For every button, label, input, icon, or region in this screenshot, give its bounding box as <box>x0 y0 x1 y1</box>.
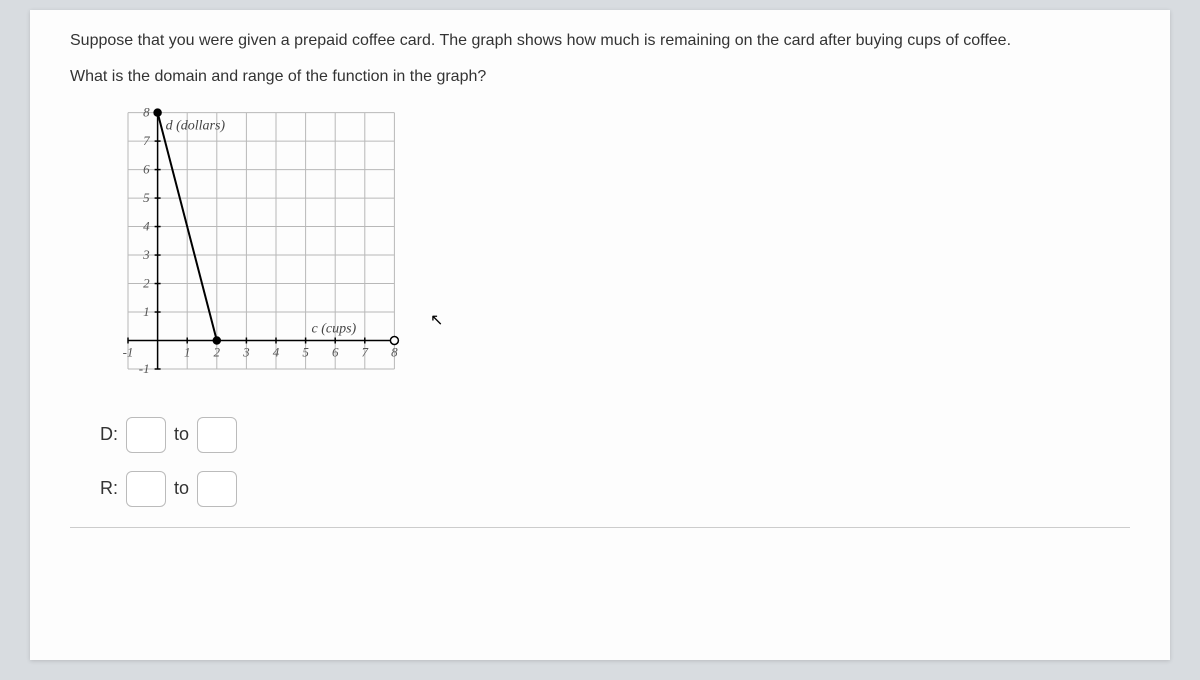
chart-container: -112345678-112345678c (cups)d (dollars) … <box>100 107 1130 397</box>
svg-text:5: 5 <box>302 344 309 359</box>
svg-text:8: 8 <box>391 344 398 359</box>
svg-text:2: 2 <box>143 275 150 290</box>
svg-text:1: 1 <box>184 344 191 359</box>
svg-text:2: 2 <box>214 344 221 359</box>
to-label-2: to <box>174 478 189 499</box>
domain-label: D: <box>100 424 126 445</box>
to-label: to <box>174 424 189 445</box>
svg-text:c (cups): c (cups) <box>312 321 357 336</box>
range-label: R: <box>100 478 126 499</box>
svg-text:7: 7 <box>143 133 150 148</box>
svg-text:6: 6 <box>143 161 150 176</box>
svg-text:4: 4 <box>273 344 280 359</box>
domain-range-chart: -1 1 2 3 4 5 6 7 8 -1 1 2 3 4 5 6 7 8 c (cups) d (dollars) <box>100 107 400 397</box>
question-intro: Suppose that you were given a prepaid co… <box>70 30 1130 52</box>
svg-text:6: 6 <box>332 344 339 359</box>
svg-text:3: 3 <box>242 344 250 359</box>
range-row: R: to <box>100 471 1130 507</box>
answer-inputs: D: to R: to <box>100 417 1130 507</box>
domain-to-input[interactable] <box>197 417 237 453</box>
svg-text:7: 7 <box>362 344 369 359</box>
question-prompt: What is the domain and range of the func… <box>70 66 1130 88</box>
cursor-icon: ↖ <box>430 310 443 330</box>
svg-text:d (dollars): d (dollars) <box>166 118 226 133</box>
svg-text:5: 5 <box>143 190 150 205</box>
domain-row: D: to <box>100 417 1130 453</box>
svg-text:3: 3 <box>142 247 150 262</box>
svg-text:1: 1 <box>143 304 150 319</box>
svg-text:-1: -1 <box>123 344 134 359</box>
range-to-input[interactable] <box>197 471 237 507</box>
svg-text:8: 8 <box>143 107 150 120</box>
question-page: Suppose that you were given a prepaid co… <box>30 10 1170 660</box>
domain-from-input[interactable] <box>126 417 166 453</box>
range-from-input[interactable] <box>126 471 166 507</box>
svg-text:-1: -1 <box>139 361 150 376</box>
divider <box>70 527 1130 528</box>
svg-text:4: 4 <box>143 218 150 233</box>
